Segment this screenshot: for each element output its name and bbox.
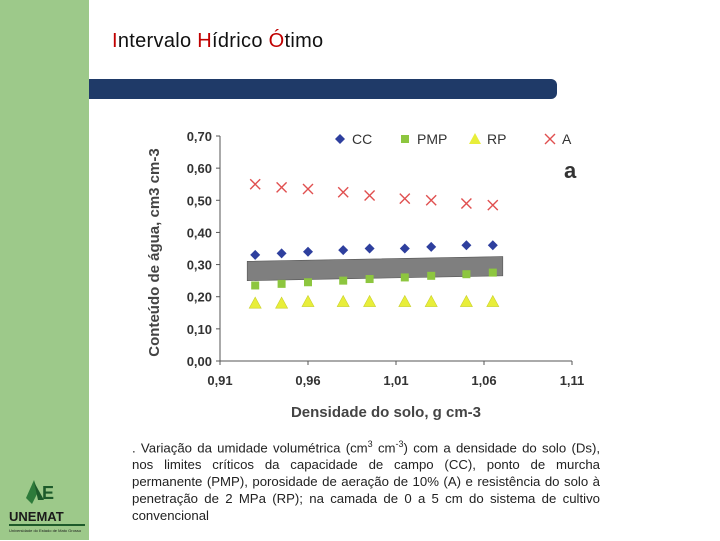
point-pmp	[304, 278, 312, 287]
point-cc	[426, 241, 437, 252]
legend-marker-rp	[469, 133, 481, 144]
figure-caption: . Variação da umidade volumétrica (cm3 c…	[132, 439, 601, 524]
point-rp	[486, 294, 500, 307]
point-a	[460, 198, 472, 209]
point-cc	[250, 249, 261, 260]
logo-tagline: Universidade do Estado de Mato Grosso	[9, 528, 82, 533]
point-rp	[424, 294, 438, 307]
x-tick-label: 0,96	[295, 373, 320, 388]
x-tick-label: 1,01	[383, 373, 408, 388]
point-a	[337, 186, 349, 198]
point-cc	[364, 243, 375, 254]
chart-svg: 0,00 0,10 0,20 0,30 0,40 0,50 0,60 0,70 0,91 0,96…	[146, 129, 585, 421]
point-pmp	[462, 270, 471, 279]
legend-marker-cc	[335, 134, 345, 144]
y-axis-label: Conteúdo de água, cm3 cm-3	[146, 148, 163, 356]
point-rp	[248, 296, 262, 309]
y-tick-label: 0,70	[187, 129, 212, 144]
y-tick-label: 0,50	[187, 193, 212, 208]
x-tick-label: 1,06	[471, 373, 496, 388]
y-tick-label: 0,60	[187, 161, 212, 176]
point-cc	[303, 246, 313, 257]
title-divider-bar	[89, 79, 557, 99]
point-rp	[336, 294, 350, 307]
optimal-range-band	[246, 256, 504, 281]
point-cc	[487, 240, 498, 251]
logo-monogram: E	[42, 483, 54, 503]
x-tick-label: 0,91	[207, 373, 232, 388]
y-tick-label: 0,00	[187, 354, 212, 369]
y-tick-label: 0,30	[187, 258, 212, 273]
y-tick-label: 0,10	[187, 322, 212, 337]
point-a	[399, 193, 411, 205]
legend-marker-a	[544, 133, 556, 145]
point-pmp	[427, 271, 436, 280]
page-title: Intervalo Hídrico Ótimo	[112, 30, 324, 52]
point-a	[487, 199, 499, 211]
logo-wordmark: UNEMAT	[9, 509, 64, 524]
y-tick-label: 0,40	[187, 225, 212, 240]
point-cc	[276, 248, 287, 259]
point-cc	[461, 240, 472, 251]
point-rp	[459, 294, 473, 307]
legend-marker-pmp	[401, 135, 409, 143]
point-pmp	[400, 273, 409, 282]
legend-label-pmp: PMP	[417, 131, 447, 147]
point-a	[249, 178, 261, 190]
unemat-logo: E UNEMAT Universidade do Estado de Mato …	[4, 470, 88, 536]
water-content-chart: 0,00 0,10 0,20 0,30 0,40 0,50 0,60 0,70 0,91 0,96…	[140, 120, 600, 430]
legend-label-a: A	[562, 131, 572, 147]
point-pmp	[277, 279, 286, 288]
legend-label-rp: RP	[487, 131, 506, 147]
point-rp	[301, 294, 315, 307]
point-pmp	[365, 275, 374, 284]
point-pmp	[251, 281, 260, 290]
logo-leaf-icon	[26, 480, 38, 504]
point-a	[364, 189, 376, 201]
point-a	[425, 194, 437, 206]
point-cc	[338, 245, 349, 256]
point-rp	[398, 294, 412, 307]
panel-label: a	[564, 158, 577, 183]
legend-label-cc: CC	[352, 131, 372, 147]
point-pmp	[488, 268, 497, 277]
y-tick-label: 0,20	[187, 290, 212, 305]
sidebar-strip	[0, 0, 89, 540]
x-axis-label: Densidade do solo, g cm-3	[291, 404, 481, 421]
point-rp	[363, 294, 377, 307]
unemat-logo-graphic: E UNEMAT Universidade do Estado de Mato …	[9, 480, 85, 533]
point-a	[276, 181, 288, 193]
x-tick-label: 1,11	[560, 373, 585, 388]
point-pmp	[339, 276, 348, 285]
point-rp	[275, 296, 289, 309]
point-a	[302, 183, 314, 195]
point-cc	[399, 243, 410, 254]
